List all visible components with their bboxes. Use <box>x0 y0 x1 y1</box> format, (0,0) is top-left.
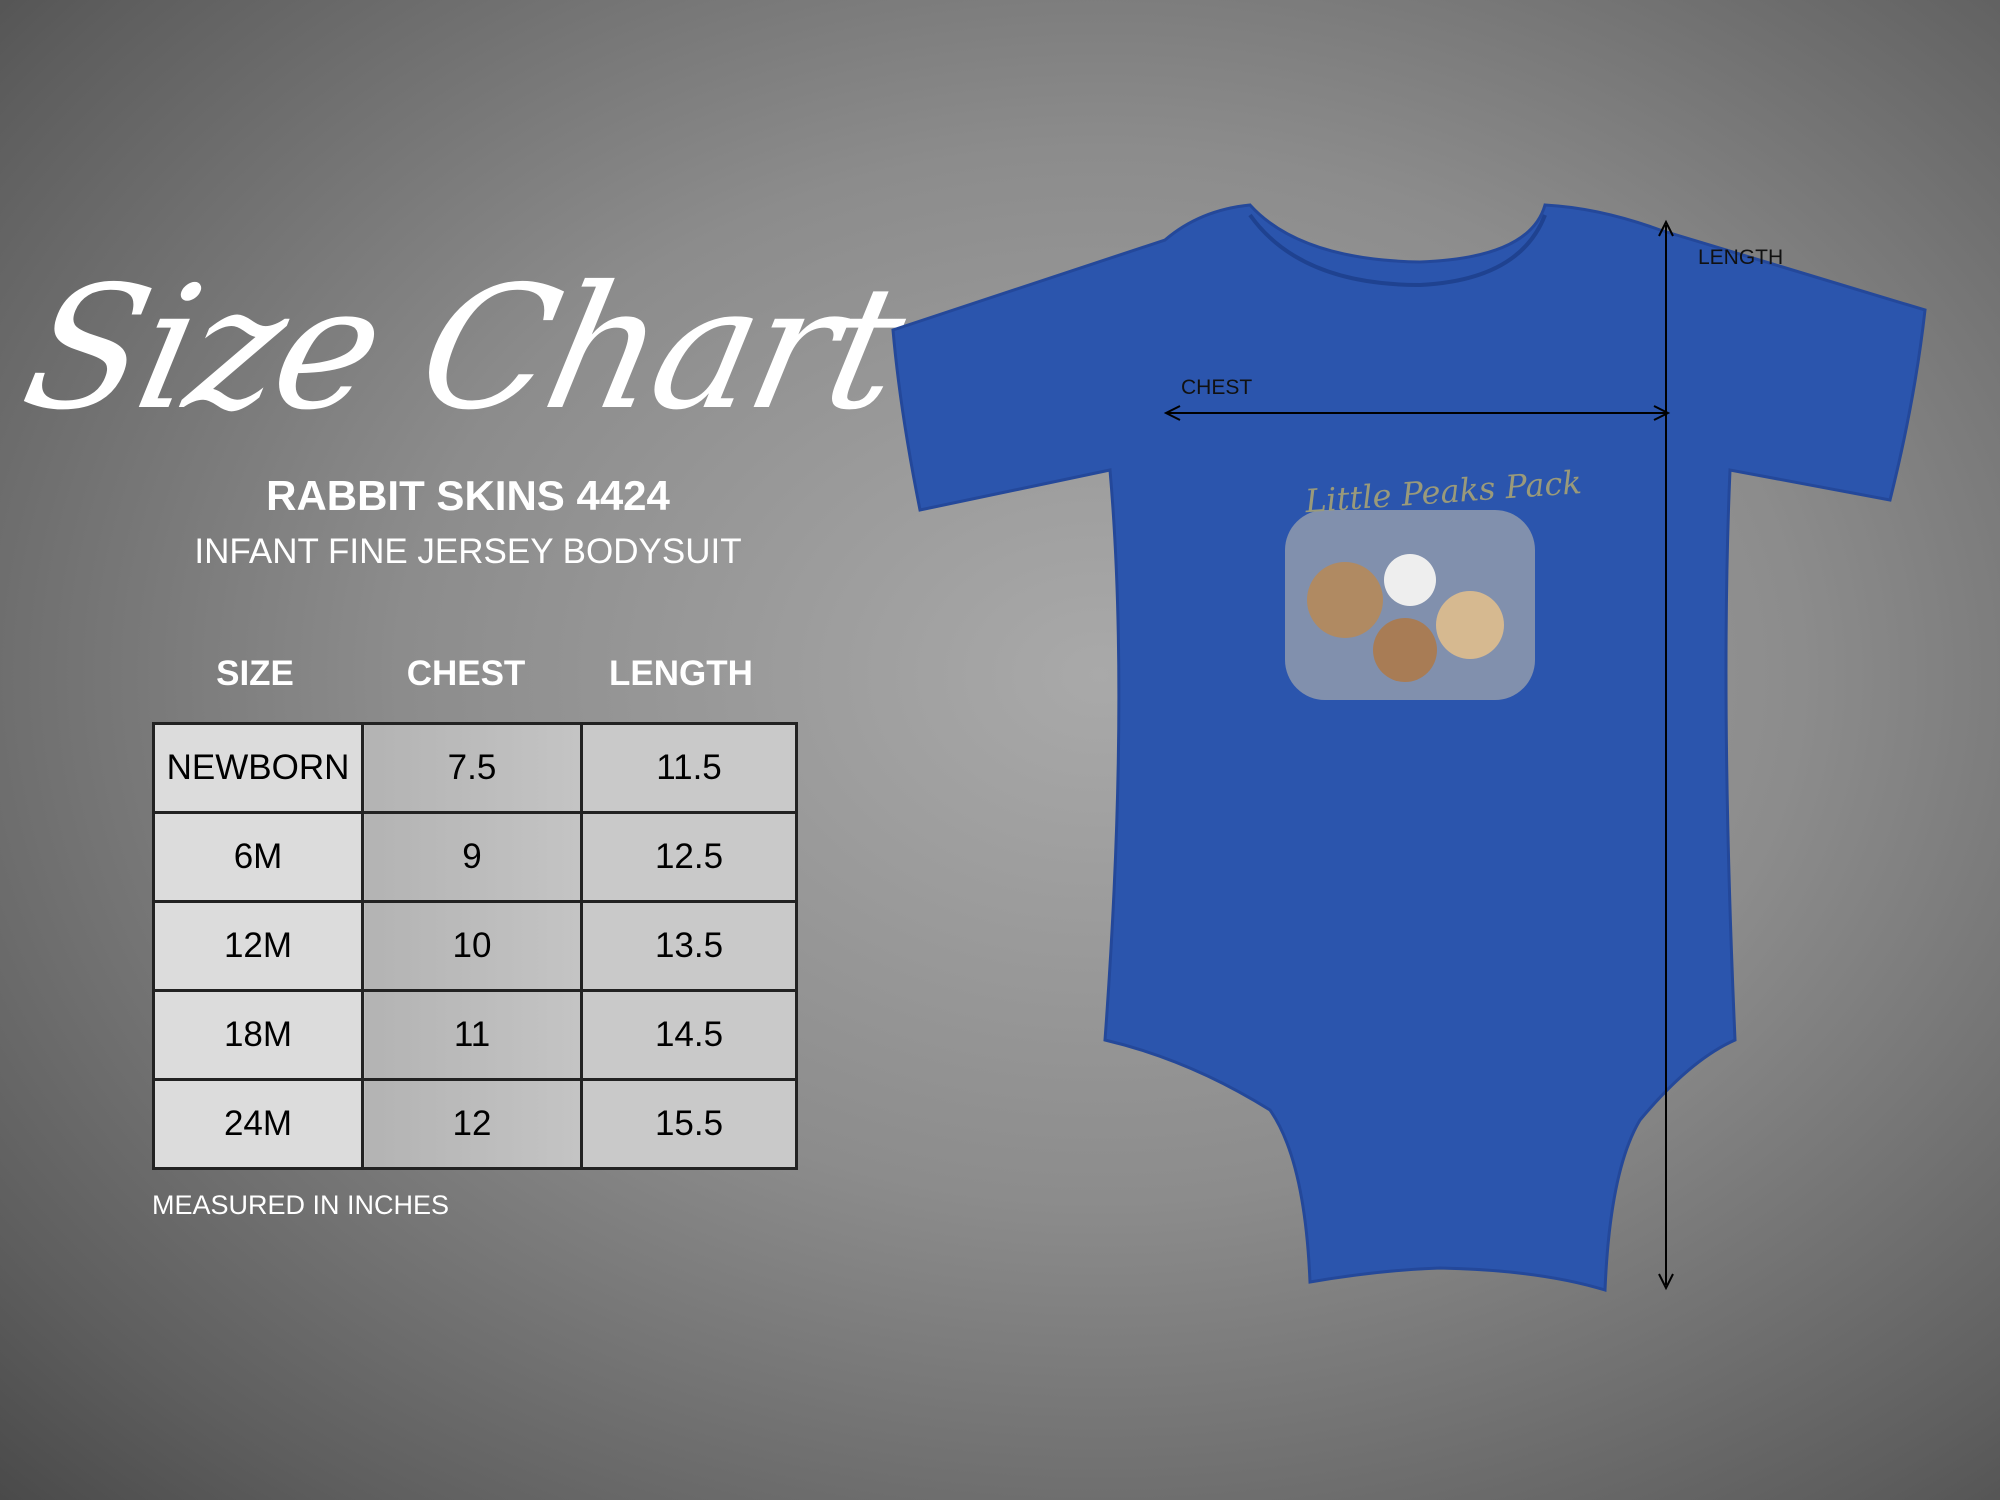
length-cell: 11.5 <box>580 722 798 814</box>
table-row: 18M 11 14.5 <box>152 989 798 1081</box>
chest-cell: 12 <box>361 1078 583 1170</box>
lynx-icon <box>1436 591 1504 659</box>
size-cell: 18M <box>152 989 363 1081</box>
size-cell: 12M <box>152 900 363 992</box>
moose-icon <box>1307 562 1383 638</box>
table-row: NEWBORN 7.5 11.5 <box>152 722 798 814</box>
table-row: 6M 9 12.5 <box>152 811 798 903</box>
size-cell: NEWBORN <box>152 722 363 814</box>
chest-label: CHEST <box>1181 376 1253 399</box>
product-name: INFANT FINE JERSEY BODYSUIT <box>194 532 742 571</box>
bodysuit <box>891 203 1927 1293</box>
size-cell: 6M <box>152 811 363 903</box>
chest-cell: 9 <box>361 811 583 903</box>
bear-icon <box>1373 618 1437 682</box>
length-cell: 13.5 <box>580 900 798 992</box>
table-row: 12M 10 13.5 <box>152 900 798 992</box>
measurement-note: MEASURED IN INCHES <box>152 1190 450 1220</box>
table-row: 24M 12 15.5 <box>152 1078 798 1170</box>
length-cell: 12.5 <box>580 811 798 903</box>
chest-cell: 10 <box>361 900 583 992</box>
chest-cell: 7.5 <box>361 722 583 814</box>
length-cell: 15.5 <box>580 1078 798 1170</box>
length-cell: 14.5 <box>580 989 798 1081</box>
goat-icon <box>1384 554 1436 606</box>
neckline <box>1248 213 1547 288</box>
header-size: SIZE <box>216 654 294 693</box>
header-chest: CHEST <box>406 654 526 693</box>
header-length: LENGTH <box>609 654 753 693</box>
size-cell: 24M <box>152 1078 363 1170</box>
chest-cell: 11 <box>361 989 583 1081</box>
product-brand-model: RABBIT SKINS 4424 <box>266 472 670 519</box>
length-label: LENGTH <box>1698 246 1784 269</box>
size-table: NEWBORN 7.5 11.5 6M 9 12.5 12M 10 13.5 18M 11 14.5 2… <box>152 722 798 1170</box>
